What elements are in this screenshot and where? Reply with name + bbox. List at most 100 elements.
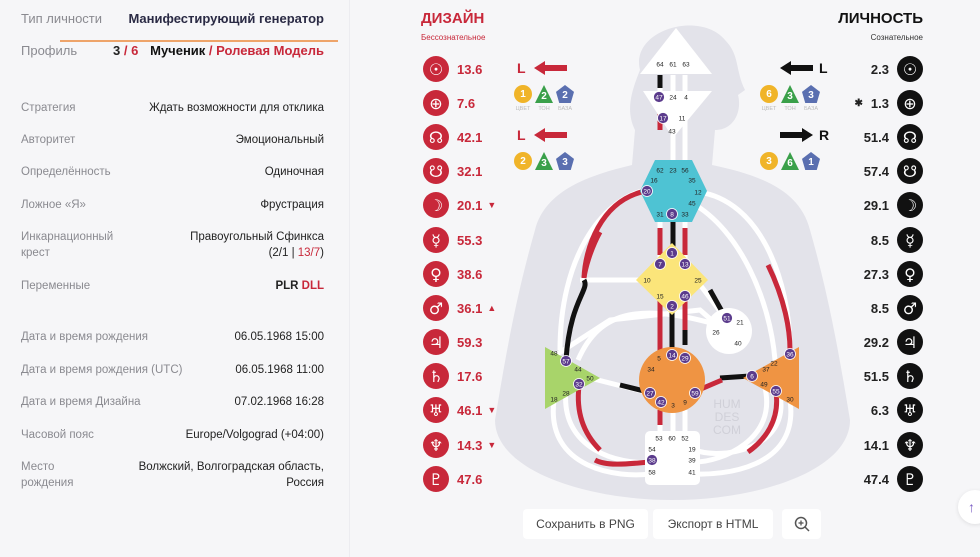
gate-57[interactable]: 57 — [560, 355, 572, 367]
gate-21[interactable]: 21 — [736, 320, 744, 327]
gate-64[interactable]: 64 — [656, 62, 664, 69]
gate-42[interactable]: 42 — [655, 396, 667, 408]
gate-14[interactable]: 14 — [666, 349, 678, 361]
gate-52[interactable]: 52 — [681, 436, 689, 443]
gate-56[interactable]: 56 — [681, 168, 689, 175]
gate-63[interactable]: 63 — [682, 62, 690, 69]
gate-20[interactable]: 20 — [641, 185, 653, 197]
root-center[interactable] — [645, 431, 700, 485]
gate-9[interactable]: 9 — [683, 400, 687, 407]
zoom-button[interactable] — [782, 509, 821, 539]
gate-41[interactable]: 41 — [688, 470, 696, 477]
gate-19[interactable]: 19 — [688, 447, 696, 454]
head-center[interactable] — [640, 28, 712, 74]
personality-planet-row[interactable]: 14.1 ♆ — [864, 432, 923, 458]
sacral-center[interactable] — [639, 347, 705, 413]
gate-27[interactable]: 27 — [644, 387, 656, 399]
personality-planet-row[interactable]: 47.4 ♇ — [864, 466, 923, 492]
personality-planet-row[interactable]: 57.4 ☋ — [864, 158, 923, 184]
gate-3[interactable]: 3 — [671, 403, 675, 410]
personality-planet-row[interactable]: 51.4 ☊ — [864, 124, 923, 150]
gate-60[interactable]: 60 — [668, 436, 676, 443]
gate-35[interactable]: 35 — [688, 178, 696, 185]
gate-24[interactable]: 24 — [669, 95, 677, 102]
design-planet-row[interactable]: ♄ 17.6 — [423, 363, 482, 389]
gate-8[interactable]: 8 — [666, 208, 678, 220]
gate-5[interactable]: 5 — [657, 356, 661, 363]
gate-11[interactable]: 11 — [679, 116, 686, 123]
gate-28[interactable]: 28 — [562, 391, 570, 398]
design-planet-row[interactable]: ♅ 46.1 ▼ — [423, 397, 496, 423]
gate-55[interactable]: 55 — [770, 385, 782, 397]
design-planet-row[interactable]: ☽ 20.1 ▼ — [423, 192, 496, 218]
gate-17[interactable]: 17 — [657, 112, 669, 124]
gate-6[interactable]: 6 — [746, 370, 758, 382]
solar-plexus-center[interactable] — [743, 347, 799, 409]
gate-13[interactable]: 13 — [679, 258, 691, 270]
gate-53[interactable]: 53 — [655, 436, 663, 443]
gate-15[interactable]: 15 — [656, 294, 664, 301]
design-planet-row[interactable]: ♂ 36.1 ▲ — [423, 295, 496, 321]
design-planet-row[interactable]: ♇ 47.6 — [423, 466, 482, 492]
design-planet-row[interactable]: ☉ 13.6 — [423, 56, 482, 82]
design-planet-row[interactable]: ♆ 14.3 ▼ — [423, 432, 496, 458]
spleen-center[interactable] — [545, 347, 600, 409]
gate-25[interactable]: 25 — [694, 278, 702, 285]
gate-30[interactable]: 30 — [786, 397, 794, 404]
gate-48[interactable]: 48 — [550, 351, 558, 358]
gate-26[interactable]: 26 — [712, 330, 720, 337]
gate-40[interactable]: 40 — [734, 341, 742, 348]
gate-43[interactable]: 43 — [668, 129, 676, 136]
design-planet-row[interactable]: ♃ 59.3 — [423, 329, 482, 355]
gate-36[interactable]: 36 — [784, 348, 796, 360]
gate-33[interactable]: 33 — [681, 212, 689, 219]
gate-50[interactable]: 50 — [586, 376, 594, 383]
design-planet-row[interactable]: ☿ 55.3 — [423, 227, 482, 253]
heart-center[interactable] — [706, 308, 752, 354]
gate-46[interactable]: 46 — [679, 290, 691, 302]
throat-center[interactable] — [640, 160, 707, 222]
gate-7[interactable]: 7 — [654, 258, 666, 270]
gate-61[interactable]: 61 — [669, 62, 677, 69]
personality-planet-row[interactable]: 27.3 ♀ — [864, 261, 923, 287]
personality-planet-row[interactable]: 6.3 ♅ — [871, 397, 923, 423]
gate-18[interactable]: 18 — [550, 397, 558, 404]
personality-planet-row[interactable]: 51.5 ♄ — [864, 363, 923, 389]
gate-39[interactable]: 39 — [688, 458, 696, 465]
gate-37[interactable]: 37 — [762, 367, 770, 374]
gate-23[interactable]: 23 — [669, 168, 677, 175]
save-png-button[interactable]: Сохранить в PNG — [523, 509, 648, 539]
personality-planet-row[interactable]: 29.2 ♃ — [864, 329, 923, 355]
gate-1[interactable]: 1 — [666, 247, 678, 259]
personality-planet-row[interactable]: ✱ 1.3 ⊕ — [855, 90, 923, 116]
gate-31[interactable]: 31 — [656, 212, 664, 219]
gate-12[interactable]: 12 — [694, 190, 702, 197]
gate-58[interactable]: 58 — [648, 470, 656, 477]
gate-59[interactable]: 59 — [689, 387, 701, 399]
design-planet-row[interactable]: ☊ 42.1 — [423, 124, 482, 150]
gate-4[interactable]: 4 — [684, 95, 688, 102]
gate-34[interactable]: 34 — [647, 367, 655, 374]
gate-38[interactable]: 38 — [646, 454, 658, 466]
personality-planet-row[interactable]: 29.1 ☽ — [864, 192, 923, 218]
gate-62[interactable]: 62 — [656, 168, 664, 175]
gate-47[interactable]: 47 — [653, 91, 665, 103]
gate-32[interactable]: 32 — [573, 378, 585, 390]
scroll-top-button[interactable]: ↑ — [958, 490, 980, 524]
gate-44[interactable]: 44 — [574, 367, 582, 374]
design-planet-row[interactable]: ☋ 32.1 — [423, 158, 482, 184]
gate-16[interactable]: 16 — [650, 178, 658, 185]
personality-planet-row[interactable]: 2.3 ☉ — [871, 56, 923, 82]
gate-49[interactable]: 49 — [760, 382, 768, 389]
gate-54[interactable]: 54 — [648, 447, 656, 454]
personality-planet-row[interactable]: 8.5 ☿ — [871, 227, 923, 253]
gate-45[interactable]: 45 — [688, 201, 696, 208]
gate-29[interactable]: 29 — [679, 352, 691, 364]
export-html-button[interactable]: Экспорт в HTML — [653, 509, 773, 539]
gate-51[interactable]: 51 — [721, 312, 733, 324]
gate-2[interactable]: 2 — [666, 300, 678, 312]
design-planet-row[interactable]: ⊕ 7.6 — [423, 90, 475, 116]
personality-planet-row[interactable]: 8.5 ♂ — [871, 295, 923, 321]
gate-10[interactable]: 10 — [643, 278, 651, 285]
gate-22[interactable]: 22 — [770, 361, 778, 368]
